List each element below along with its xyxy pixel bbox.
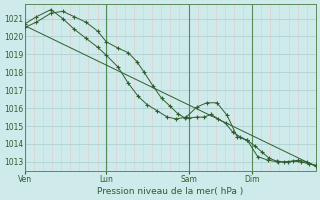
X-axis label: Pression niveau de la mer( hPa ): Pression niveau de la mer( hPa ) (97, 187, 244, 196)
